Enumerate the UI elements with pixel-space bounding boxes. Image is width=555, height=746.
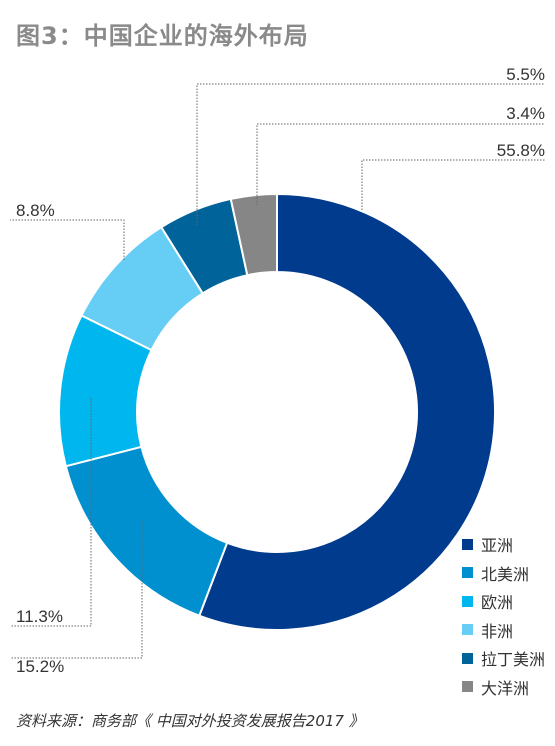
legend-item-asia: 亚洲 <box>462 530 545 559</box>
data-label-latin-america: 5.5% <box>506 65 545 84</box>
data-label-oceania: 3.4% <box>506 104 545 123</box>
legend-item-oceania: 大洋洲 <box>462 673 545 702</box>
legend-swatch-europe <box>462 595 473 607</box>
legend-swatch-asia <box>462 538 473 550</box>
data-label-asia: 55.8% <box>497 141 545 160</box>
legend-item-africa: 非洲 <box>462 616 545 645</box>
leader-line-asia <box>361 159 545 210</box>
legend-item-latin-america: 拉丁美洲 <box>462 644 545 673</box>
leader-line-africa <box>10 219 125 260</box>
legend-label-latin-america: 拉丁美洲 <box>481 650 546 670</box>
legend-swatch-oceania <box>462 681 473 693</box>
source-note: 资料来源：商务部《 中国对外投资发展报告2017 》 <box>16 712 364 730</box>
percent-labels: 55.8% 15.2% 11.3% 8.8% 5.5% 3.4% <box>16 65 545 676</box>
legend-swatch-latin-america <box>462 652 473 664</box>
legend-label-north-america: 北美洲 <box>481 564 530 584</box>
data-label-europe: 11.3% <box>16 607 63 626</box>
legend: 亚洲 北美洲 欧洲 非洲 拉丁美洲 大洋洲 <box>462 530 545 701</box>
data-label-north-america: 15.2% <box>16 657 64 676</box>
chart-title: 图3：中国企业的海外布局 <box>16 22 309 50</box>
leader-line-oceania <box>256 123 545 205</box>
leader-line-north-america <box>10 520 143 659</box>
legend-item-north-america: 北美洲 <box>462 559 545 588</box>
leader-line-europe <box>10 398 92 627</box>
legend-swatch-africa <box>462 624 473 636</box>
leader-lines <box>10 83 545 659</box>
legend-swatch-north-america <box>462 567 473 579</box>
donut-slices <box>58 192 496 631</box>
slice-oceania <box>229 192 278 277</box>
slice-north-america <box>64 445 229 617</box>
legend-item-europe: 欧洲 <box>462 587 545 616</box>
legend-label-europe: 欧洲 <box>481 593 514 613</box>
leader-line-latin-america <box>196 83 545 225</box>
legend-label-africa: 非洲 <box>481 621 514 641</box>
legend-label-asia: 亚洲 <box>481 536 514 556</box>
data-label-africa: 8.8% <box>16 201 55 220</box>
slice-asia <box>198 192 496 631</box>
legend-label-oceania: 大洋洲 <box>481 678 530 698</box>
